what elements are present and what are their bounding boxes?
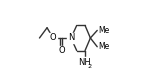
Text: O: O bbox=[58, 46, 65, 55]
Text: Me: Me bbox=[98, 42, 110, 51]
Text: 2: 2 bbox=[88, 64, 92, 69]
Text: N: N bbox=[68, 34, 74, 42]
Text: NH: NH bbox=[78, 58, 91, 67]
FancyBboxPatch shape bbox=[67, 33, 75, 43]
FancyBboxPatch shape bbox=[81, 57, 89, 68]
Text: Me: Me bbox=[98, 26, 110, 35]
FancyBboxPatch shape bbox=[57, 46, 66, 56]
FancyBboxPatch shape bbox=[49, 33, 57, 43]
Text: O: O bbox=[50, 34, 57, 42]
